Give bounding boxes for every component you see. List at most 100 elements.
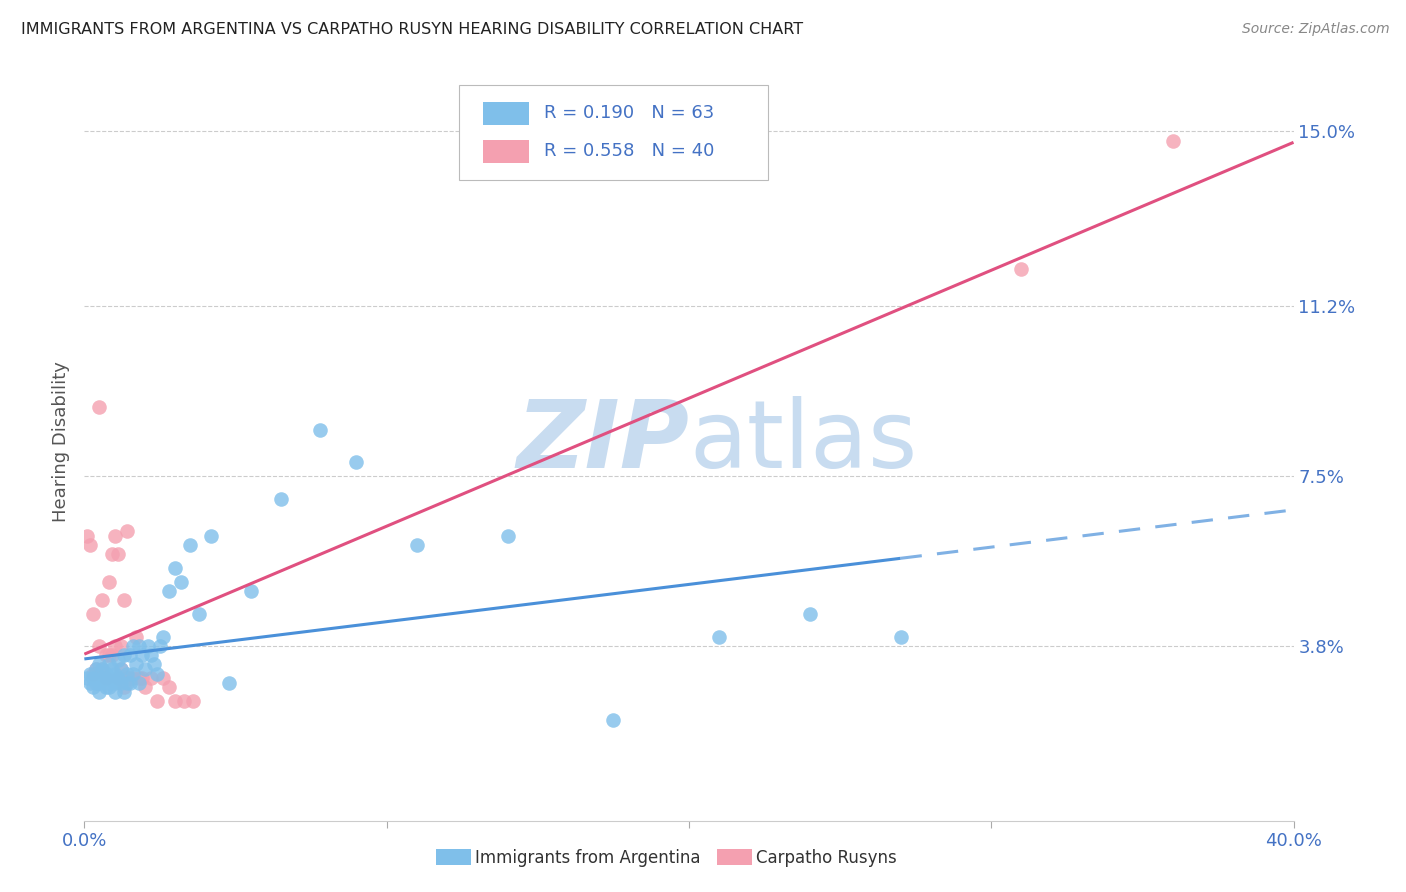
Point (179, 538, 201, 552)
Point (165, 561, 187, 575)
Point (89, 657, 111, 672)
Point (121, 639, 143, 653)
Point (82, 671, 104, 685)
Point (97, 648, 120, 663)
Point (115, 671, 138, 685)
Point (104, 675, 127, 690)
Point (1161, 134, 1184, 148)
Point (709, 630, 731, 644)
Point (110, 639, 132, 653)
FancyBboxPatch shape (460, 85, 768, 180)
Point (110, 662, 132, 676)
Point (157, 681, 180, 695)
Point (139, 671, 162, 685)
Point (82, 607, 104, 621)
Point (157, 583, 180, 598)
Point (86, 662, 108, 676)
Point (89, 400, 111, 414)
Point (79, 538, 101, 552)
Point (112, 681, 135, 695)
Text: Source: ZipAtlas.com: Source: ZipAtlas.com (1241, 22, 1389, 37)
Point (79, 666, 101, 681)
Point (112, 685, 135, 699)
Text: Immigrants from Argentina: Immigrants from Argentina (475, 849, 700, 867)
Point (91, 662, 114, 676)
Point (82, 666, 104, 681)
Point (86, 662, 108, 676)
Point (89, 639, 111, 653)
Text: R = 0.190   N = 63: R = 0.190 N = 63 (544, 104, 714, 122)
Point (112, 593, 135, 607)
Point (131, 648, 153, 663)
Point (89, 675, 111, 690)
Point (170, 574, 193, 589)
Point (104, 529, 127, 543)
Point (110, 675, 132, 690)
Point (406, 538, 429, 552)
Point (146, 694, 169, 708)
Point (104, 666, 127, 681)
Text: Carpatho Rusyns: Carpatho Rusyns (756, 849, 897, 867)
Point (115, 666, 138, 681)
Point (100, 648, 122, 663)
Y-axis label: Hearing Disability: Hearing Disability (52, 361, 70, 522)
Point (134, 681, 156, 695)
Point (118, 648, 141, 663)
Point (94, 671, 117, 685)
Point (94, 666, 117, 681)
Point (239, 583, 262, 598)
Point (136, 639, 159, 653)
Text: R = 0.558   N = 40: R = 0.558 N = 40 (544, 142, 714, 161)
Point (97, 675, 120, 690)
Point (107, 653, 129, 667)
Point (128, 671, 150, 685)
Point (112, 648, 135, 663)
Point (118, 671, 141, 685)
Point (104, 685, 127, 699)
FancyBboxPatch shape (484, 140, 529, 162)
Point (118, 675, 141, 690)
Point (91, 593, 114, 607)
Point (91, 671, 114, 685)
Point (128, 639, 150, 653)
Point (146, 666, 169, 681)
Point (139, 648, 162, 663)
Point (890, 630, 912, 644)
Point (89, 685, 111, 699)
Point (91, 662, 114, 676)
Point (97, 657, 120, 672)
Point (346, 455, 368, 469)
Point (121, 666, 143, 681)
Point (104, 639, 127, 653)
Point (181, 694, 204, 708)
Point (128, 675, 150, 690)
Point (94, 648, 117, 663)
Point (115, 675, 138, 690)
Point (76, 671, 98, 685)
Point (107, 547, 129, 561)
Point (173, 694, 195, 708)
FancyBboxPatch shape (484, 102, 529, 125)
Text: IMMIGRANTS FROM ARGENTINA VS CARPATHO RUSYN HEARING DISABILITY CORRELATION CHART: IMMIGRANTS FROM ARGENTINA VS CARPATHO RU… (21, 22, 803, 37)
Point (496, 529, 519, 543)
Point (152, 671, 174, 685)
Point (76, 529, 98, 543)
Point (270, 491, 292, 506)
Point (188, 607, 211, 621)
Point (97, 574, 120, 589)
Point (309, 423, 332, 437)
Point (100, 671, 122, 685)
Point (79, 675, 101, 690)
Point (100, 547, 122, 561)
Point (218, 675, 240, 690)
Point (1011, 262, 1033, 277)
Point (152, 630, 174, 644)
Point (131, 671, 153, 685)
Point (107, 671, 129, 685)
Point (107, 671, 129, 685)
Point (149, 639, 172, 653)
Point (100, 662, 122, 676)
Point (115, 524, 138, 538)
Text: atlas: atlas (689, 395, 917, 488)
Point (125, 630, 148, 644)
